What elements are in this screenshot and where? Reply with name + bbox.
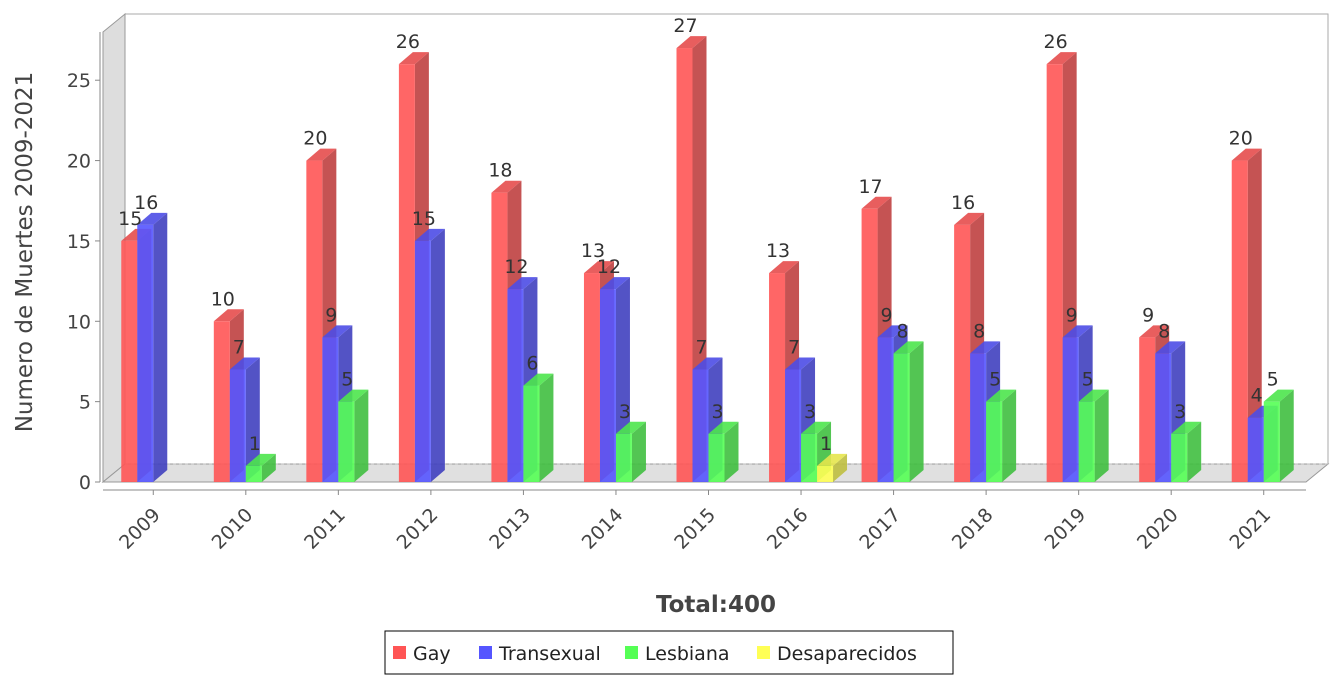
legend-label-desaparecidos: Desaparecidos bbox=[777, 643, 917, 665]
legend-swatch-transexual bbox=[479, 646, 492, 659]
bar-desaparecidos-2016 bbox=[817, 453, 848, 482]
legend-swatch-gay bbox=[393, 646, 406, 659]
data-label-lesbiana-2019: 5 bbox=[1082, 369, 1094, 391]
bar-lesbiana-2018 bbox=[986, 389, 1017, 482]
x-tick-2010: 2010 bbox=[208, 504, 258, 554]
bar-lesbiana-2011 bbox=[338, 389, 369, 482]
data-label-lesbiana-2018: 5 bbox=[989, 369, 1001, 391]
bar-lesbiana-2014 bbox=[615, 421, 646, 482]
y-tick-25: 25 bbox=[67, 70, 91, 92]
legend: Gay Transexual Lesbiana Desaparecidos bbox=[384, 630, 954, 675]
data-label-transexual-2010: 7 bbox=[233, 337, 245, 359]
y-tick-5: 5 bbox=[79, 392, 91, 414]
x-tick-2014: 2014 bbox=[578, 504, 628, 554]
data-label-transexual-2020: 8 bbox=[1158, 320, 1170, 342]
data-label-lesbiana-2013: 6 bbox=[526, 353, 538, 375]
y-tick-15: 15 bbox=[67, 231, 91, 253]
data-label-gay-2015: 27 bbox=[673, 15, 697, 37]
data-label-gay-2021: 20 bbox=[1229, 128, 1253, 150]
legend-item-desaparecidos: Desaparecidos bbox=[757, 643, 917, 665]
data-label-transexual-2014: 12 bbox=[597, 256, 621, 278]
data-label-gay-2013: 18 bbox=[488, 160, 512, 182]
x-tick-2013: 2013 bbox=[485, 504, 535, 554]
bar-lesbiana-2015 bbox=[708, 421, 739, 482]
legend-label-transexual: Transexual bbox=[498, 643, 601, 665]
x-tick-2021: 2021 bbox=[1226, 504, 1276, 554]
x-tick-2018: 2018 bbox=[948, 504, 998, 554]
data-label-lesbiana-2020: 3 bbox=[1174, 401, 1186, 423]
legend-item-transexual: Transexual bbox=[479, 643, 601, 665]
data-label-lesbiana-2021: 5 bbox=[1267, 369, 1279, 391]
data-label-gay-2020: 9 bbox=[1142, 304, 1154, 326]
bars-layer bbox=[121, 36, 1294, 483]
data-label-transexual-2019: 9 bbox=[1066, 304, 1078, 326]
data-label-transexual-2018: 8 bbox=[973, 320, 985, 342]
data-label-gay-2010: 10 bbox=[211, 288, 235, 310]
bar-lesbiana-2021 bbox=[1263, 389, 1294, 482]
data-label-gay-2016: 13 bbox=[766, 240, 790, 262]
data-label-gay-2009: 15 bbox=[118, 208, 142, 230]
x-tick-2011: 2011 bbox=[300, 504, 350, 554]
data-labels-layer: 1516107120952615181261312327731373117981… bbox=[118, 15, 1279, 455]
data-label-lesbiana-2017: 8 bbox=[897, 320, 909, 342]
data-label-lesbiana-2015: 3 bbox=[711, 401, 723, 423]
x-tick-2019: 2019 bbox=[1040, 504, 1090, 554]
data-label-transexual-2011: 9 bbox=[325, 304, 337, 326]
legend-item-gay: Gay bbox=[393, 643, 451, 665]
data-label-gay-2018: 16 bbox=[951, 192, 975, 214]
data-label-lesbiana-2010: 1 bbox=[249, 433, 261, 455]
y-axis-title: Numero de Muertes 2009-2021 bbox=[12, 72, 38, 433]
data-label-gay-2014: 13 bbox=[581, 240, 605, 262]
legend-swatch-lesbiana bbox=[625, 646, 638, 659]
data-label-desaparecidos-2016: 1 bbox=[820, 433, 832, 455]
data-label-gay-2011: 20 bbox=[303, 128, 327, 150]
data-label-lesbiana-2016: 3 bbox=[804, 401, 816, 423]
x-tick-2016: 2016 bbox=[763, 504, 813, 554]
legend-item-lesbiana: Lesbiana bbox=[625, 643, 730, 665]
bar-lesbiana-2010 bbox=[245, 453, 276, 482]
data-label-transexual-2012: 15 bbox=[412, 208, 436, 230]
data-label-transexual-2016: 7 bbox=[788, 337, 800, 359]
x-tick-2020: 2020 bbox=[1133, 504, 1183, 554]
data-label-gay-2019: 26 bbox=[1044, 31, 1068, 53]
legend-label-lesbiana: Lesbiana bbox=[645, 643, 730, 665]
x-axis-title: Total:400 bbox=[656, 592, 776, 618]
x-tick-2015: 2015 bbox=[670, 504, 720, 554]
bar-gay-2021 bbox=[1231, 148, 1262, 483]
bar-transexual-2010 bbox=[229, 357, 260, 482]
y-tick-20: 20 bbox=[67, 151, 91, 173]
bar-transexual-2012 bbox=[414, 228, 445, 482]
x-tick-2012: 2012 bbox=[393, 504, 443, 554]
data-label-lesbiana-2014: 3 bbox=[619, 401, 631, 423]
bar-transexual-2009 bbox=[137, 212, 168, 482]
y-tick-0: 0 bbox=[79, 472, 91, 494]
bar-lesbiana-2019 bbox=[1078, 389, 1109, 482]
bar-lesbiana-2013 bbox=[523, 373, 554, 482]
data-label-gay-2017: 17 bbox=[858, 176, 882, 198]
data-label-transexual-2015: 7 bbox=[695, 337, 707, 359]
data-label-lesbiana-2011: 5 bbox=[341, 369, 353, 391]
x-tick-2017: 2017 bbox=[855, 504, 905, 554]
data-label-transexual-2009: 16 bbox=[134, 192, 158, 214]
data-label-transexual-2021: 4 bbox=[1251, 385, 1263, 407]
x-tick-2009: 2009 bbox=[115, 504, 165, 554]
bar-lesbiana-2017 bbox=[893, 341, 924, 482]
data-label-gay-2012: 26 bbox=[396, 31, 420, 53]
data-label-transexual-2013: 12 bbox=[504, 256, 528, 278]
legend-swatch-desaparecidos bbox=[757, 646, 770, 659]
data-label-transexual-2017: 9 bbox=[881, 304, 893, 326]
bar-lesbiana-2020 bbox=[1171, 421, 1202, 482]
y-tick-10: 10 bbox=[67, 311, 91, 333]
legend-label-gay: Gay bbox=[413, 643, 451, 665]
